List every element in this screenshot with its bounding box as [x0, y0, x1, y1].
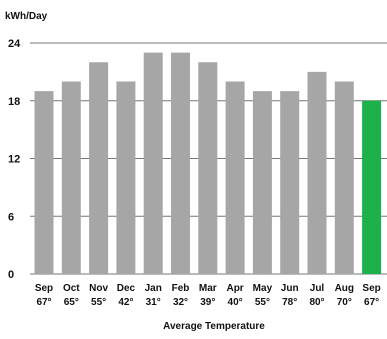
bar-dec-3	[116, 81, 136, 274]
y-tick-label: 0	[8, 269, 14, 281]
x-category-label: Aug	[335, 283, 354, 294]
y-tick-label: 24	[8, 38, 21, 50]
bars	[34, 52, 382, 274]
x-temperature-label: 70°	[337, 297, 352, 308]
x-temperature-label: 78°	[282, 297, 297, 308]
bar-sep-12	[362, 100, 382, 274]
x-temperature-label: 42°	[118, 297, 133, 308]
x-category-label: Sep	[35, 283, 53, 294]
x-category-label: Mar	[199, 283, 217, 294]
bar-aug-11	[334, 81, 354, 274]
y-tick-label: 18	[8, 96, 20, 108]
x-category-label: Jan	[145, 283, 162, 294]
x-category-label: Sep	[362, 283, 380, 294]
x-category-label: Apr	[226, 283, 243, 294]
bar-jan-4	[143, 52, 163, 274]
x-category-label: Jun	[281, 283, 299, 294]
bar-oct-1	[61, 81, 81, 274]
y-tick-label: 12	[8, 154, 20, 166]
x-temperature-label: 39°	[200, 297, 215, 308]
x-temperature-label: 65°	[64, 297, 79, 308]
x-category-label: Oct	[63, 283, 80, 294]
x-temperature-label: 55°	[255, 297, 270, 308]
x-category-label: May	[253, 283, 273, 294]
x-temperature-label: 31°	[146, 297, 161, 308]
x-category-label: Feb	[172, 283, 190, 294]
bar-may-8	[252, 91, 272, 274]
bar-jun-9	[280, 91, 300, 274]
x-temperature-label: 67°	[36, 297, 51, 308]
bar-feb-5	[171, 52, 190, 274]
bar-apr-7	[225, 81, 245, 274]
x-temperature-label: 67°	[364, 297, 379, 308]
y-tick-label: 6	[8, 211, 14, 223]
x-category-label: Nov	[89, 283, 108, 294]
y-tick-labels: 0 6 12 18 24	[8, 38, 21, 281]
bar-mar-6	[198, 62, 218, 274]
x-temperature-label: 40°	[228, 297, 243, 308]
bar-nov-2	[89, 62, 109, 274]
x-category-label: Dec	[117, 283, 136, 294]
x-temperature-label: 80°	[309, 297, 324, 308]
x-axis-title: Average Temperature	[163, 321, 265, 332]
x-temperature-label: 55°	[91, 297, 106, 308]
bar-sep-0	[34, 91, 54, 274]
y-units-label: kWh/Day	[5, 11, 48, 22]
x-temperature-label: 32°	[173, 297, 188, 308]
x-category-label: Jul	[310, 283, 325, 294]
x-temperature-labels: 67° 65° 55° 42° 31° 32° 39° 40° 55° 78° 80° 70° 67°	[36, 297, 379, 308]
bar-jul-10	[307, 71, 327, 274]
x-category-labels: Sep Oct Nov Dec Jan Feb Mar Apr May Jun Jul Aug Sep	[35, 283, 381, 294]
